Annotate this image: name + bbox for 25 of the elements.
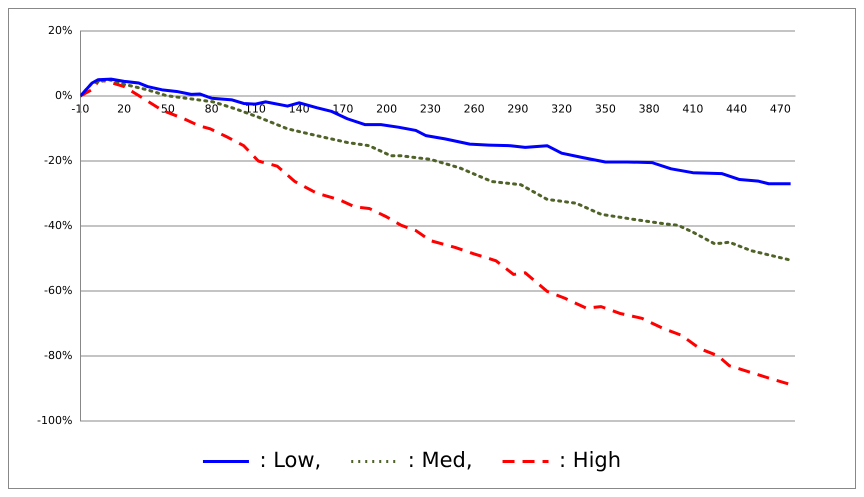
y-tick-label: -100% bbox=[36, 414, 72, 427]
x-tick-label: -10 bbox=[71, 102, 90, 116]
x-tick-label: 170 bbox=[332, 102, 354, 116]
x-tick-label: 50 bbox=[160, 102, 175, 116]
x-tick-label: 470 bbox=[770, 102, 791, 116]
x-tick-label: 260 bbox=[464, 102, 485, 116]
y-tick-label: -80% bbox=[44, 348, 72, 362]
x-tick-label: 440 bbox=[726, 102, 748, 116]
x-tick-label: 20 bbox=[117, 102, 132, 116]
y-tick-label: 20% bbox=[48, 24, 72, 37]
x-tick-label: 290 bbox=[507, 102, 528, 116]
y-tick-label: 0% bbox=[54, 88, 72, 102]
x-tick-label: 410 bbox=[682, 102, 704, 116]
y-tick-label: -60% bbox=[44, 284, 72, 297]
x-tick-label: 380 bbox=[638, 102, 660, 116]
legend-label: : High bbox=[559, 448, 622, 472]
x-tick-label: 80 bbox=[204, 102, 219, 116]
x-tick-label: 320 bbox=[551, 102, 572, 116]
y-tick-label: -20% bbox=[44, 154, 72, 167]
x-tick-label: 200 bbox=[376, 102, 398, 116]
legend-label: : Low, bbox=[259, 448, 322, 472]
x-tick-label: 230 bbox=[420, 102, 441, 116]
legend-label: : Med, bbox=[408, 448, 473, 472]
y-tick-label: -40% bbox=[44, 218, 72, 232]
x-tick-label: 350 bbox=[594, 102, 616, 116]
